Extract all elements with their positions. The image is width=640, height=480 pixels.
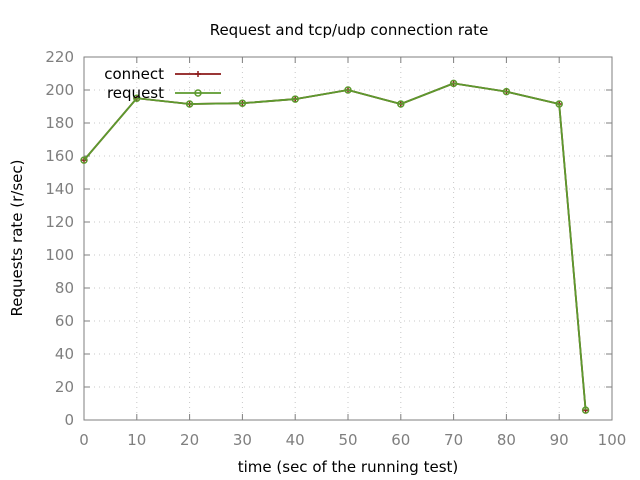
y-tick-label: 120	[45, 213, 74, 231]
request-point	[133, 94, 141, 102]
y-tick-label: 180	[45, 114, 74, 132]
x-tick-label: 70	[444, 431, 463, 449]
request-point	[194, 89, 202, 97]
y-tick-label: 80	[55, 279, 74, 297]
request-point	[344, 86, 352, 94]
request-series	[80, 79, 590, 414]
request-line	[83, 82, 587, 411]
request-point	[238, 99, 247, 107]
legend-item-connect: connect	[104, 65, 221, 83]
axis-ticks: 0 10 20 30 40 50 60 70 80 90 100 0 20 40 60 80 100 120 140…	[45, 48, 626, 449]
y-tick-label: 0	[64, 411, 74, 429]
y-tick-label: 220	[45, 48, 74, 66]
y-tick-label: 200	[45, 81, 74, 99]
request-point	[449, 79, 458, 88]
y-tick-label: 100	[45, 246, 74, 264]
connect-series	[81, 80, 589, 414]
plot-frame	[83, 56, 613, 421]
x-tick-label: 80	[497, 431, 516, 449]
y-tick-label: 40	[55, 345, 74, 363]
x-tick-label: 100	[598, 431, 627, 449]
y-tick-label: 140	[45, 180, 74, 198]
request-point	[291, 95, 299, 103]
chart-title: Request and tcp/udp connection rate	[210, 21, 489, 39]
series-layer	[80, 79, 590, 414]
legend-item-request: request	[107, 84, 221, 102]
request-point	[397, 100, 405, 108]
legend-label: connect	[104, 65, 164, 83]
y-tick-label: 60	[55, 312, 74, 330]
x-axis-title: time (sec of the running test)	[238, 458, 459, 476]
x-tick-label: 40	[286, 431, 305, 449]
connect-line	[83, 82, 587, 411]
x-tick-label: 60	[391, 431, 410, 449]
x-tick-label: 0	[79, 431, 89, 449]
x-tick-label: 90	[550, 431, 569, 449]
x-tick-label: 10	[127, 431, 146, 449]
x-tick-label: 50	[338, 431, 357, 449]
legend-label: request	[107, 84, 164, 102]
request-point	[581, 406, 590, 414]
request-point	[502, 87, 511, 96]
request-point	[80, 156, 88, 164]
y-tick-label: 160	[45, 147, 74, 165]
x-tick-label: 30	[233, 431, 252, 449]
y-tick-label: 20	[55, 378, 74, 396]
grid	[84, 57, 612, 420]
request-point	[185, 100, 194, 108]
x-tick-label: 20	[180, 431, 199, 449]
request-point	[555, 100, 563, 108]
y-axis-title: Requests rate (r/sec)	[8, 160, 26, 317]
connect-point	[195, 71, 201, 77]
